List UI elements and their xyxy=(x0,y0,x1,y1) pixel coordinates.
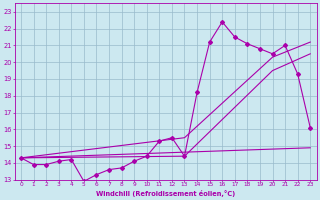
X-axis label: Windchill (Refroidissement éolien,°C): Windchill (Refroidissement éolien,°C) xyxy=(96,190,235,197)
